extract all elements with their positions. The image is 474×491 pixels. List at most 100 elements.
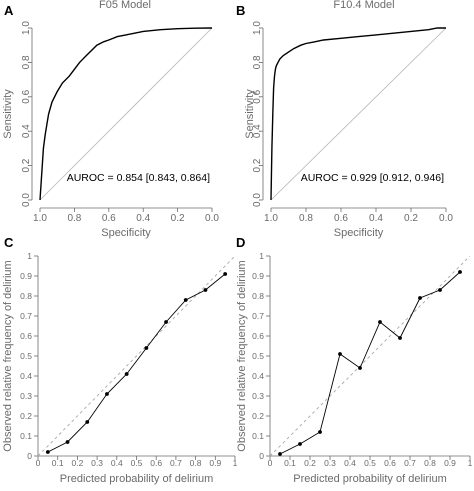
y-tick-label-d: 1 <box>259 251 264 261</box>
panel-title-a: F05 Model <box>99 0 151 11</box>
calibration-point-d <box>458 270 462 274</box>
x-tick-label-d: 0.5 <box>364 458 376 468</box>
y-tick-label-b: 1.0 <box>252 21 263 35</box>
calibration-point-d <box>318 430 322 434</box>
x-axis-title-a: Specificity <box>101 227 151 239</box>
x-tick-label-b: 0.2 <box>404 213 418 224</box>
y-tick-label-d: 0.3 <box>252 391 264 401</box>
y-tick-label-c: 0.7 <box>20 311 32 321</box>
x-tick-label-c: 0.7 <box>170 458 182 468</box>
calibration-point-c <box>65 440 70 444</box>
x-tick-label-a: 0.8 <box>67 213 81 224</box>
panel-c-calibration: 0 0.1 0.2 0.3 0.4 0.5 0.6 0.7 0.8 0.9 1 0 0.1 0.2 0.3 0… <box>2 251 238 485</box>
reference-diagonal-b <box>270 27 447 201</box>
x-tick-label-a: 0.2 <box>171 213 185 224</box>
x-tick-label-c: 0.3 <box>91 458 103 468</box>
y-tick-label-b: 0.8 <box>252 55 263 69</box>
panel-d-calibration: 0 0.1 0.2 0.3 0.4 0.5 0.6 0.7 0.8 0.9 1 0 0.1 0.2 0.3 0… <box>236 251 473 485</box>
y-tick-label-d: 0.2 <box>252 411 264 421</box>
y-tick-label-d: 0.9 <box>252 271 264 281</box>
y-tick-label-d: 0.6 <box>252 331 264 341</box>
x-tick-label-a: 0.4 <box>136 213 150 224</box>
reference-diagonal-a <box>39 27 213 201</box>
x-tick-label-d: 0 <box>268 458 273 468</box>
x-tick-label-c: 0.4 <box>111 458 123 468</box>
calibration-point-c <box>144 346 149 350</box>
x-tick-label-d: 0.9 <box>444 458 456 468</box>
x-axis-title-d: Predicted probability of delirium <box>293 473 446 485</box>
y-tick-label-a: 0.8 <box>21 55 32 69</box>
auroc-annotation-b: AUROC = 0.929 [0.912, 0.946] <box>301 172 444 184</box>
calibration-point-d <box>358 366 362 370</box>
y-tick-label-a: 1.0 <box>21 21 32 35</box>
y-tick-label-d: 0.7 <box>252 311 264 321</box>
x-tick-label-c: 0.1 <box>52 458 64 468</box>
x-tick-label-b: 1.0 <box>264 213 278 224</box>
x-tick-label-d: 0.3 <box>324 458 336 468</box>
calibration-point-d <box>338 352 342 356</box>
calibration-point-c <box>105 392 109 396</box>
x-tick-label-d: 0.4 <box>344 458 356 468</box>
auroc-annotation-a: AUROC = 0.854 [0.843, 0.864] <box>67 172 210 184</box>
x-tick-label-c: 0 <box>36 458 41 468</box>
y-tick-label-d: 0.1 <box>252 431 264 441</box>
calibration-point-c <box>164 320 168 324</box>
y-tick-label-d: 0.8 <box>252 291 264 301</box>
y-tick-label-c: 0.5 <box>20 351 32 361</box>
x-tick-label-b: 0.4 <box>369 213 383 224</box>
y-tick-label-c: 1 <box>27 251 32 261</box>
y-tick-label-d: 0.5 <box>252 351 264 361</box>
y-tick-label-c: 0.8 <box>20 291 32 301</box>
x-tick-label-c: 0.9 <box>209 458 221 468</box>
y-tick-label-b: 0.0 <box>252 193 263 207</box>
x-tick-label-d: 0.1 <box>284 458 296 468</box>
y-tick-label-c: 0.9 <box>20 271 32 281</box>
x-tick-label-a: 1.0 <box>33 213 47 224</box>
panel-letter-a: A <box>4 3 14 18</box>
calibration-point-c <box>45 450 50 454</box>
calibration-line-d <box>279 271 461 455</box>
x-tick-label-d: 0.8 <box>424 458 436 468</box>
y-tick-label-a: 0.6 <box>21 89 32 103</box>
y-tick-label-c: 0.3 <box>20 391 32 401</box>
calibration-point-c <box>124 372 129 376</box>
x-tick-label-b: 0.6 <box>334 213 348 224</box>
panel-title-b: F10.4 Model <box>333 0 394 11</box>
x-tick-label-b: 0.0 <box>439 213 453 224</box>
y-tick-label-b: 0.4 <box>252 124 263 138</box>
panel-letter-c: C <box>4 235 14 250</box>
panel-a-roc: 1.0 0.8 0.6 0.4 0.2 0.0 0.0 0.2 0.4 0.6 0.8 1.0 Spec… <box>2 21 219 239</box>
x-tick-label-d: 0.2 <box>304 458 316 468</box>
calibration-point-c <box>183 298 188 302</box>
reference-diagonal-c <box>37 255 236 457</box>
calibration-point-d <box>398 336 402 340</box>
calibration-point-d <box>298 442 302 446</box>
x-tick-label-d: 1 <box>468 458 473 468</box>
x-axis-title-b: Specificity <box>334 227 384 239</box>
calibration-line-c <box>47 273 226 453</box>
panel-b-roc: 1.0 0.8 0.6 0.4 0.2 0.0 0.0 0.2 0.4 0.6 0.8 1.0 Spec… <box>244 21 453 239</box>
x-tick-label-c: 0.5 <box>131 458 143 468</box>
x-tick-label-a: 0.0 <box>205 213 219 224</box>
y-tick-label-a: 0.0 <box>21 193 32 207</box>
calibration-point-d <box>278 452 282 456</box>
roc-curve-a <box>39 27 213 201</box>
panel-letter-d: D <box>236 235 245 250</box>
calibration-point-c <box>223 272 228 276</box>
y-tick-label-a: 0.2 <box>21 158 32 172</box>
x-tick-label-b: 0.8 <box>299 213 313 224</box>
x-tick-label-d: 0.6 <box>384 458 396 468</box>
y-axis-title-a: Sensitivity <box>2 89 14 139</box>
y-tick-label-d: 0 <box>259 451 264 461</box>
x-axis-title-c: Predicted probability of delirium <box>60 473 213 485</box>
x-tick-label-a: 0.6 <box>102 213 116 224</box>
panel-letter-b: B <box>236 3 245 18</box>
y-tick-label-d: 0.4 <box>252 371 264 381</box>
x-tick-label-c: 1 <box>233 458 238 468</box>
y-axis-title-b: Sensitivity <box>244 89 256 139</box>
y-tick-label-c: 0.4 <box>20 371 32 381</box>
calibration-point-d <box>438 288 442 292</box>
x-tick-label-d: 0.7 <box>404 458 416 468</box>
